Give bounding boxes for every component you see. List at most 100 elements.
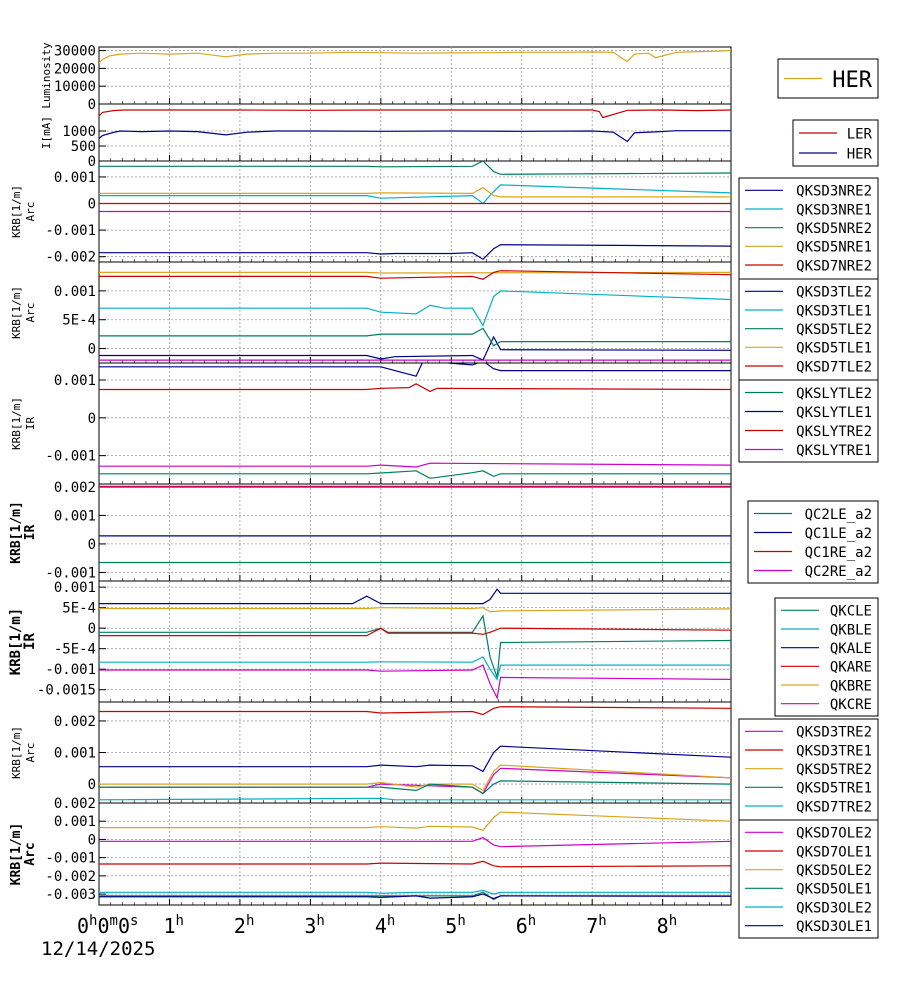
y-axis-label: KRB[1/m]	[10, 726, 23, 779]
y-tick-label: 0	[88, 97, 96, 113]
series-line-QKSD5NRE1	[99, 186, 731, 198]
series-line-QKSD5TRE1	[99, 780, 731, 795]
legend-label: QKSLYTRE1	[796, 443, 872, 459]
series-line-HER	[99, 50, 731, 64]
legend-label: QKSLYTLE1	[796, 405, 872, 421]
series-line-QKSD3OLE1	[99, 893, 731, 900]
legend-label: QKBLE	[830, 622, 872, 638]
series-line-HER	[99, 130, 731, 143]
series-line-QKSD7OLE2	[99, 836, 731, 848]
series-group	[99, 161, 731, 261]
legend: LER HER	[792, 119, 879, 167]
legend-box	[774, 597, 879, 717]
plot-frame	[98, 261, 732, 364]
x-tick-label: 8h	[657, 913, 677, 938]
x-tick-label: 7h	[586, 913, 606, 938]
legend: QKSD3TLE2 QKSD3TLE1 QKSD5TLE2 QKSD5TLE1 QKSD…	[738, 278, 879, 398]
legend: QKSD3NRE2 QKSD3NRE1 QKSD5NRE2 QKSD5NRE1 QKSD…	[738, 177, 879, 297]
legend-box	[738, 379, 879, 463]
date-label: 12/14/2025	[41, 938, 156, 960]
y-tick-label: 20000	[54, 61, 96, 77]
series-line-QKBLE	[99, 656, 731, 681]
series-line-QKSLYTLE2	[99, 470, 731, 479]
legend-label: QKSD3NRE2	[796, 184, 872, 200]
series-line-QKSD3TLE1	[99, 290, 731, 327]
legend: HER	[777, 58, 879, 99]
series-line-QKSD5NRE2	[99, 161, 731, 175]
series-group	[99, 270, 731, 361]
x-tick-label: 5h	[445, 913, 465, 938]
legend-label: LER	[847, 126, 873, 142]
legend-label: QKSD7OLE2	[796, 826, 872, 842]
y-tick-label: 0	[88, 154, 96, 170]
plot-frame	[98, 802, 732, 906]
legend: QKCLE QKBLE QKALE QKARE QKBRE QKCRE	[774, 597, 879, 717]
legend-box	[738, 718, 879, 838]
y-axis-label: Arc	[24, 202, 37, 222]
y-axis-label: KRB[1/m]	[8, 608, 24, 675]
series-group	[99, 588, 731, 700]
legend-label: QC1RE_a2	[805, 545, 872, 561]
legend: QC2LE_a2 QC1LE_a2 QC1RE_a2 QC2RE_a2	[747, 500, 879, 584]
series-line-QKSLYTLE1	[99, 363, 731, 377]
legend-box	[738, 819, 879, 939]
y-tick-label: -0.001	[45, 851, 96, 867]
series-group	[99, 50, 731, 64]
series-line-QKALE	[99, 588, 731, 605]
legend-label: QKSLYTLE2	[796, 386, 872, 402]
legend-label: QKSD5OLE2	[796, 863, 872, 879]
y-tick-label: 0.001	[54, 746, 96, 762]
y-tick-label: 30000	[54, 44, 96, 60]
y-tick-label: -0.001	[45, 565, 96, 581]
series-line-LER	[99, 109, 731, 119]
legend-label: HER	[847, 146, 873, 162]
legend-label: QKSD3TRE1	[796, 743, 872, 759]
y-axis-label: KRB[1/m]	[10, 185, 23, 238]
series-line-QKARE	[99, 627, 731, 637]
y-axis-label: IR	[23, 525, 38, 541]
y-tick-label: 0	[88, 342, 96, 358]
y-tick-label: 500	[71, 139, 96, 155]
plot-frame	[98, 483, 732, 582]
legend-label: QKCLE	[830, 604, 872, 620]
legend-label: QKSLYTRE2	[796, 424, 872, 440]
panel-9: -0.003 -0.002 -0.001 0 0.001 0.002 KRB[1/m] Arc…	[9, 796, 879, 939]
legend-box	[738, 278, 879, 398]
y-tick-label: 0	[88, 197, 96, 213]
panel-6: -0.001 0 0.001 0.002 KRB[1/m] IR QC2LE_a2 QC1LE…	[9, 480, 879, 584]
series-line-QKSD3TRE1	[99, 706, 731, 716]
panel-7: -0.0015 -0.001 -5E-4 0 5E-4 0.001 KRB[1/m]IR QK…	[8, 580, 879, 717]
series-group	[99, 485, 731, 564]
y-tick-label: 5E-4	[62, 313, 96, 329]
legend-label: QKSD3NRE1	[796, 202, 872, 218]
legend-label: QKSD5TLE2	[796, 322, 872, 338]
legend-label: QKSD7OLE1	[796, 844, 872, 860]
y-axis-label: Luminosity	[40, 42, 53, 109]
y-axis-label: IR	[22, 633, 38, 650]
series-line-QKSD7TRE2	[99, 797, 731, 801]
y-tick-label: 0.001	[54, 170, 96, 186]
legend-label: QKSD5TRE2	[796, 762, 872, 778]
legend-label: QKSD5NRE2	[796, 221, 872, 237]
y-tick-label: 0.001	[54, 580, 96, 596]
legend-label: QC2RE_a2	[805, 564, 872, 580]
y-tick-label: 0.002	[54, 714, 96, 730]
series-line-QKSD3TLE2	[99, 335, 731, 361]
y-axis-label: KRB[1/m]	[10, 286, 23, 339]
y-tick-label: 10000	[54, 79, 96, 95]
y-tick-label: 0	[88, 621, 96, 637]
y-tick-label: 0	[88, 832, 96, 848]
series-group	[99, 109, 731, 143]
y-tick-label: 0.002	[54, 796, 96, 812]
series-line-QKSD5OLE2	[99, 811, 731, 831]
y-axis-label: KRB[1/m]	[10, 397, 23, 450]
x-tick-label: 2h	[234, 913, 254, 938]
y-tick-label: 0	[88, 411, 96, 427]
y-axis-label: Arc	[23, 842, 38, 865]
x-tick-label: 6h	[516, 913, 536, 938]
y-tick-label: -0.002	[45, 869, 96, 885]
series-line-QKSD5TLE2	[99, 327, 731, 347]
legend-label: HER	[832, 68, 872, 93]
x-tick-label: 3h	[304, 913, 324, 938]
y-tick-label: 5E-4	[62, 601, 96, 617]
